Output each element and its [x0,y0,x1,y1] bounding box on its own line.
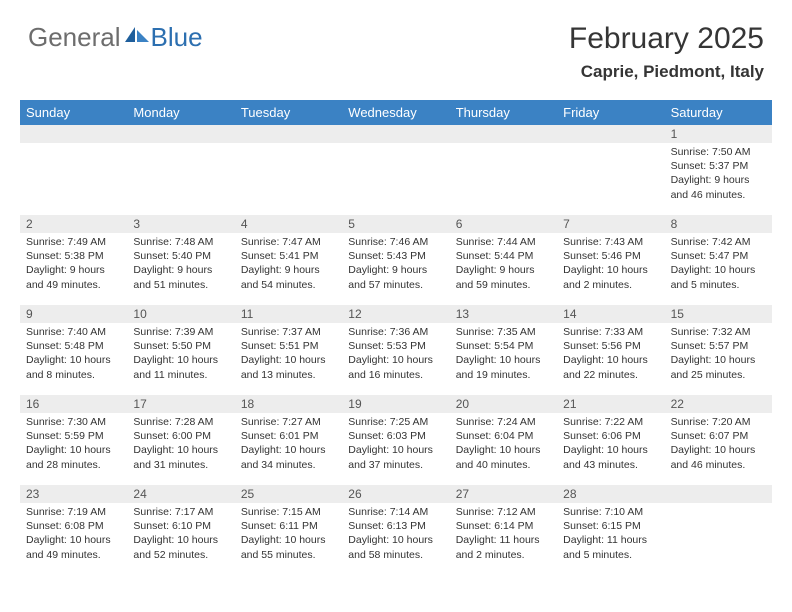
day-cell: Sunrise: 7:44 AM Sunset: 5:44 PM Dayligh… [450,233,557,305]
day-number: 7 [557,215,664,233]
day-content-row: Sunrise: 7:49 AM Sunset: 5:38 PM Dayligh… [20,233,772,305]
day-cell: Sunrise: 7:25 AM Sunset: 6:03 PM Dayligh… [342,413,449,485]
day-cell: Sunrise: 7:40 AM Sunset: 5:48 PM Dayligh… [20,323,127,395]
day-number: 14 [557,305,664,323]
day-cell: Sunrise: 7:15 AM Sunset: 6:11 PM Dayligh… [235,503,342,575]
day-cell [127,143,234,215]
day-cell: Sunrise: 7:39 AM Sunset: 5:50 PM Dayligh… [127,323,234,395]
day-cell [557,143,664,215]
day-number: 21 [557,395,664,413]
day-cell: Sunrise: 7:42 AM Sunset: 5:47 PM Dayligh… [665,233,772,305]
day-cell [342,143,449,215]
day-cell: Sunrise: 7:24 AM Sunset: 6:04 PM Dayligh… [450,413,557,485]
day-number: 3 [127,215,234,233]
day-header: Tuesday [235,100,342,125]
day-number: 17 [127,395,234,413]
day-number-row: 9101112131415 [20,305,772,323]
logo: General Blue [28,22,203,53]
day-number: 11 [235,305,342,323]
logo-text-general: General [28,22,121,53]
day-number: 22 [665,395,772,413]
day-cell: Sunrise: 7:27 AM Sunset: 6:01 PM Dayligh… [235,413,342,485]
day-cell: Sunrise: 7:10 AM Sunset: 6:15 PM Dayligh… [557,503,664,575]
day-header: Friday [557,100,664,125]
calendar: Sunday Monday Tuesday Wednesday Thursday… [20,100,772,575]
day-cell: Sunrise: 7:47 AM Sunset: 5:41 PM Dayligh… [235,233,342,305]
day-number: 2 [20,215,127,233]
day-number: 20 [450,395,557,413]
day-cell: Sunrise: 7:50 AM Sunset: 5:37 PM Dayligh… [665,143,772,215]
day-header: Saturday [665,100,772,125]
day-number: 25 [235,485,342,503]
day-number: 5 [342,215,449,233]
day-cell: Sunrise: 7:49 AM Sunset: 5:38 PM Dayligh… [20,233,127,305]
logo-text-blue: Blue [151,22,203,53]
month-title: February 2025 [569,22,764,56]
day-cell: Sunrise: 7:12 AM Sunset: 6:14 PM Dayligh… [450,503,557,575]
day-cell [235,143,342,215]
day-cell: Sunrise: 7:30 AM Sunset: 5:59 PM Dayligh… [20,413,127,485]
day-cell [450,143,557,215]
day-cell [665,503,772,575]
day-cell: Sunrise: 7:43 AM Sunset: 5:46 PM Dayligh… [557,233,664,305]
logo-sail-icon [123,27,149,48]
day-number: 16 [20,395,127,413]
day-cell: Sunrise: 7:28 AM Sunset: 6:00 PM Dayligh… [127,413,234,485]
day-cell: Sunrise: 7:46 AM Sunset: 5:43 PM Dayligh… [342,233,449,305]
day-number: 4 [235,215,342,233]
day-number-row: 16171819202122 [20,395,772,413]
day-number: 24 [127,485,234,503]
day-number [235,125,342,143]
location: Caprie, Piedmont, Italy [569,62,764,82]
day-number [450,125,557,143]
day-number: 13 [450,305,557,323]
day-number: 28 [557,485,664,503]
day-header: Monday [127,100,234,125]
day-number: 12 [342,305,449,323]
day-number [20,125,127,143]
day-number [557,125,664,143]
day-content-row: Sunrise: 7:30 AM Sunset: 5:59 PM Dayligh… [20,413,772,485]
day-number: 15 [665,305,772,323]
day-cell: Sunrise: 7:35 AM Sunset: 5:54 PM Dayligh… [450,323,557,395]
day-cell: Sunrise: 7:17 AM Sunset: 6:10 PM Dayligh… [127,503,234,575]
day-number: 19 [342,395,449,413]
day-header: Wednesday [342,100,449,125]
day-content-row: Sunrise: 7:50 AM Sunset: 5:37 PM Dayligh… [20,143,772,215]
day-cell: Sunrise: 7:14 AM Sunset: 6:13 PM Dayligh… [342,503,449,575]
day-number: 1 [665,125,772,143]
day-cell: Sunrise: 7:32 AM Sunset: 5:57 PM Dayligh… [665,323,772,395]
day-number: 6 [450,215,557,233]
day-content-row: Sunrise: 7:19 AM Sunset: 6:08 PM Dayligh… [20,503,772,575]
day-number: 23 [20,485,127,503]
day-header: Sunday [20,100,127,125]
day-cell: Sunrise: 7:20 AM Sunset: 6:07 PM Dayligh… [665,413,772,485]
weeks-container: 1Sunrise: 7:50 AM Sunset: 5:37 PM Daylig… [20,125,772,575]
header: General Blue February 2025 Caprie, Piedm… [0,0,792,92]
day-number-row: 2345678 [20,215,772,233]
day-cell: Sunrise: 7:19 AM Sunset: 6:08 PM Dayligh… [20,503,127,575]
day-number: 26 [342,485,449,503]
day-cell [20,143,127,215]
day-number: 9 [20,305,127,323]
day-number: 10 [127,305,234,323]
day-number [127,125,234,143]
day-number: 18 [235,395,342,413]
day-number-row: 1 [20,125,772,143]
day-number: 27 [450,485,557,503]
day-number [342,125,449,143]
day-cell: Sunrise: 7:22 AM Sunset: 6:06 PM Dayligh… [557,413,664,485]
day-cell: Sunrise: 7:48 AM Sunset: 5:40 PM Dayligh… [127,233,234,305]
day-number-row: 232425262728 [20,485,772,503]
day-cell: Sunrise: 7:37 AM Sunset: 5:51 PM Dayligh… [235,323,342,395]
title-block: February 2025 Caprie, Piedmont, Italy [569,22,764,82]
day-cell: Sunrise: 7:33 AM Sunset: 5:56 PM Dayligh… [557,323,664,395]
day-cell: Sunrise: 7:36 AM Sunset: 5:53 PM Dayligh… [342,323,449,395]
day-header: Thursday [450,100,557,125]
day-number [665,485,772,503]
day-number: 8 [665,215,772,233]
day-content-row: Sunrise: 7:40 AM Sunset: 5:48 PM Dayligh… [20,323,772,395]
day-header-row: Sunday Monday Tuesday Wednesday Thursday… [20,100,772,125]
